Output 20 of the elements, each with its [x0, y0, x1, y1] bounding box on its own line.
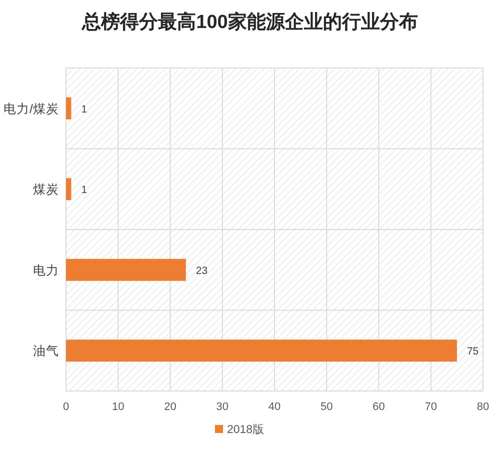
chart-title: 总榜得分最高100家能源企业的行业分布 [81, 11, 418, 33]
data-label: 1 [81, 184, 88, 196]
x-tick-label: 50 [320, 401, 333, 413]
x-tick-label: 60 [372, 401, 385, 413]
y-tick-label: 油气 [33, 344, 59, 358]
x-tick-label: 80 [476, 401, 490, 413]
x-tick-label: 40 [268, 401, 281, 413]
y-tick-label: 电力/煤炭 [4, 102, 59, 116]
data-label: 75 [466, 346, 479, 358]
x-tick-label: 20 [164, 401, 176, 413]
x-tick-label: 10 [112, 401, 124, 413]
y-tick-label: 煤炭 [33, 182, 59, 197]
x-tick-label: 70 [424, 401, 437, 413]
legend: 2018版 [215, 424, 265, 436]
y-tick-label: 电力 [33, 263, 59, 278]
data-label: 23 [196, 264, 208, 277]
x-tick-label: 0 [62, 401, 70, 413]
legend-label: 2018版 [227, 423, 265, 436]
data-label: 1 [81, 103, 88, 116]
x-tick-label: 30 [216, 401, 228, 413]
